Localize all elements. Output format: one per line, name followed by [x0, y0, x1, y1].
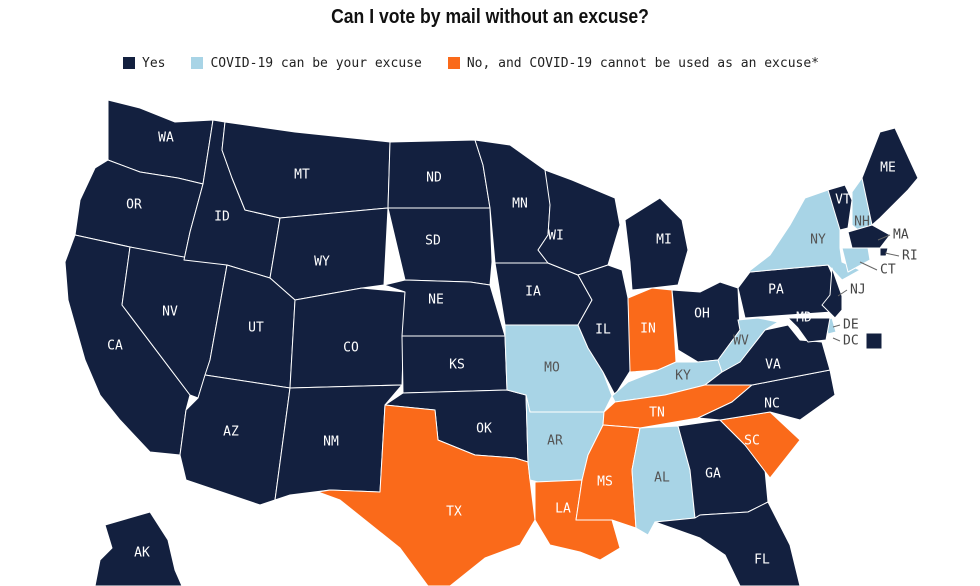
- state-label-wy: WY: [314, 255, 330, 270]
- state-wi[interactable]: [537, 169, 621, 276]
- state-label-ma: MA: [893, 228, 909, 243]
- legend-swatch-no: [447, 57, 460, 69]
- legend-label-covid: COVID-19 can be your excuse: [210, 55, 422, 71]
- state-vt[interactable]: [827, 184, 853, 231]
- state-label-me: ME: [880, 161, 896, 176]
- state-ma[interactable]: [847, 224, 891, 249]
- state-label-la: LA: [555, 502, 571, 517]
- state-label-mi: MI: [656, 233, 672, 248]
- state-nj[interactable]: [821, 267, 843, 319]
- state-ri[interactable]: [879, 247, 889, 257]
- map-title: Can I vote by mail without an excuse?: [331, 6, 649, 28]
- state-label-nc: NC: [764, 397, 780, 412]
- state-me[interactable]: [861, 127, 919, 226]
- state-label-ks: KS: [449, 358, 465, 373]
- state-dc[interactable]: [865, 332, 883, 350]
- legend-item-no: No, and COVID-19 cannot be used as an ex…: [447, 55, 820, 71]
- state-label-ct: CT: [880, 263, 896, 278]
- state-label-nh: NH: [854, 215, 870, 230]
- state-label-ak: AK: [134, 546, 150, 561]
- state-label-ok: OK: [476, 422, 492, 437]
- state-ny[interactable]: [747, 189, 861, 281]
- state-md[interactable]: [787, 317, 831, 343]
- state-label-ga: GA: [705, 467, 721, 482]
- state-label-il: IL: [595, 323, 611, 338]
- state-label-nm: NM: [323, 435, 339, 450]
- state-label-al: AL: [654, 471, 670, 486]
- state-label-ms: MS: [597, 475, 613, 490]
- legend-label-yes: Yes: [142, 55, 166, 71]
- state-co[interactable]: [289, 287, 406, 389]
- legend-swatch-covid: [191, 57, 204, 69]
- state-label-ia: IA: [525, 285, 541, 300]
- state-label-sd: SD: [425, 234, 441, 249]
- state-label-mo: MO: [544, 361, 560, 376]
- state-label-wv: WV: [733, 334, 749, 349]
- state-label-tx: TX: [446, 505, 462, 520]
- state-label-wa: WA: [158, 131, 174, 146]
- state-label-vt: VT: [835, 193, 851, 208]
- state-label-nj: NJ: [850, 283, 866, 298]
- state-label-dc: DC: [843, 334, 859, 349]
- state-label-ny: NY: [810, 233, 826, 248]
- legend-item-yes: Yes: [123, 56, 165, 71]
- state-wv[interactable]: [717, 317, 779, 373]
- state-label-fl: FL: [754, 553, 770, 568]
- legend-swatch-yes: [123, 57, 135, 69]
- state-label-co: CO: [343, 341, 359, 356]
- state-label-in: IN: [640, 322, 656, 337]
- state-label-sc: SC: [744, 434, 760, 449]
- leader-line-ma: [877, 234, 891, 241]
- state-label-az: AZ: [223, 425, 239, 440]
- legend-item-covid: COVID-19 can be your excuse: [191, 55, 422, 71]
- state-label-id: ID: [214, 210, 230, 225]
- state-label-va: VA: [765, 358, 781, 373]
- state-label-md: MD: [796, 311, 812, 326]
- leader-line-de: [832, 324, 841, 328]
- state-ct[interactable]: [841, 247, 871, 273]
- state-label-ar: AR: [547, 434, 563, 449]
- state-label-ca: CA: [107, 339, 123, 354]
- state-tx[interactable]: [317, 404, 536, 586]
- state-label-or: OR: [126, 198, 142, 213]
- legend-label-no: No, and COVID-19 cannot be used as an ex…: [466, 55, 820, 71]
- state-label-nd: ND: [426, 171, 442, 186]
- state-ak[interactable]: [94, 511, 183, 586]
- state-label-de: DE: [843, 318, 859, 333]
- state-label-tn: TN: [649, 406, 665, 421]
- state-label-mt: MT: [294, 168, 310, 183]
- state-fl[interactable]: [654, 501, 801, 586]
- state-label-mn: MN: [512, 197, 528, 212]
- state-label-nv: NV: [162, 305, 178, 320]
- state-label-ne: NE: [428, 293, 444, 308]
- state-label-wi: WI: [548, 229, 564, 244]
- legend: Yes COVID-19 can be your excuse No, and …: [123, 54, 845, 72]
- state-label-oh: OH: [694, 307, 710, 322]
- state-label-ky: KY: [675, 369, 691, 384]
- state-mi[interactable]: [624, 197, 689, 291]
- state-label-pa: PA: [768, 283, 784, 298]
- leader-line-nj: [837, 289, 848, 297]
- state-label-ri: RI: [902, 249, 918, 264]
- state-label-ut: UT: [248, 321, 264, 336]
- leader-line-dc: [832, 337, 841, 342]
- leader-line-ct: [859, 261, 878, 271]
- leader-line-ri: [884, 252, 900, 257]
